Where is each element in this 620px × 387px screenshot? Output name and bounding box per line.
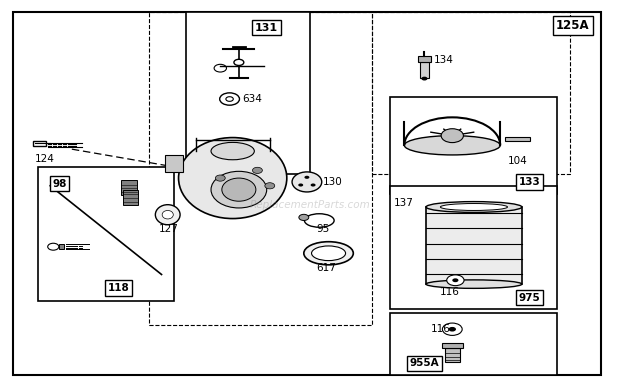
Circle shape (304, 176, 309, 179)
Text: 104: 104 (508, 156, 528, 166)
Text: 137: 137 (394, 198, 414, 208)
Text: 134: 134 (434, 55, 454, 65)
Bar (391, 186, 557, 309)
Text: 124: 124 (35, 154, 55, 164)
Bar (391, 313, 557, 375)
Ellipse shape (211, 142, 254, 160)
Ellipse shape (440, 204, 508, 211)
Ellipse shape (179, 138, 287, 219)
Ellipse shape (304, 242, 353, 265)
Circle shape (252, 167, 262, 173)
Text: 133: 133 (519, 177, 541, 187)
Circle shape (298, 183, 303, 187)
Circle shape (422, 77, 428, 80)
Ellipse shape (162, 211, 173, 219)
Bar (443, 343, 463, 348)
Bar (372, 12, 570, 174)
Circle shape (441, 129, 463, 142)
Text: 634: 634 (242, 94, 262, 104)
Bar (426, 207, 522, 284)
Text: 116: 116 (431, 324, 451, 334)
Bar (38, 166, 174, 301)
Circle shape (234, 59, 244, 65)
Circle shape (215, 175, 225, 181)
Circle shape (443, 323, 462, 336)
Bar (186, 12, 310, 174)
Text: 127: 127 (159, 224, 179, 234)
Circle shape (265, 183, 275, 189)
Text: 130: 130 (322, 177, 342, 187)
Text: ReplacementParts.com: ReplacementParts.com (250, 200, 370, 210)
Text: 955A: 955A (410, 358, 439, 368)
Bar (123, 190, 138, 205)
Ellipse shape (426, 202, 522, 212)
Ellipse shape (211, 171, 267, 208)
Text: 116: 116 (440, 287, 460, 297)
Bar (391, 97, 557, 194)
Bar (445, 348, 460, 362)
Circle shape (311, 183, 316, 187)
Circle shape (447, 275, 464, 286)
Ellipse shape (156, 205, 180, 225)
Text: 98: 98 (52, 179, 67, 189)
Bar (165, 155, 183, 172)
Text: 125A: 125A (556, 19, 590, 32)
Text: 131: 131 (255, 23, 278, 33)
Text: 617: 617 (316, 262, 336, 272)
Bar (122, 180, 137, 195)
Circle shape (448, 327, 456, 332)
Bar (149, 12, 372, 325)
Ellipse shape (311, 246, 345, 260)
Bar (60, 244, 64, 249)
Circle shape (299, 214, 309, 221)
Bar (420, 62, 429, 78)
Ellipse shape (404, 136, 500, 155)
Text: 118: 118 (107, 283, 129, 293)
Ellipse shape (426, 280, 522, 288)
Text: 975: 975 (519, 293, 541, 303)
Bar (418, 56, 431, 62)
Circle shape (452, 278, 458, 282)
Ellipse shape (292, 172, 322, 192)
Text: 95: 95 (316, 224, 329, 234)
Ellipse shape (222, 178, 256, 201)
Bar (33, 140, 46, 146)
Bar (505, 137, 529, 141)
